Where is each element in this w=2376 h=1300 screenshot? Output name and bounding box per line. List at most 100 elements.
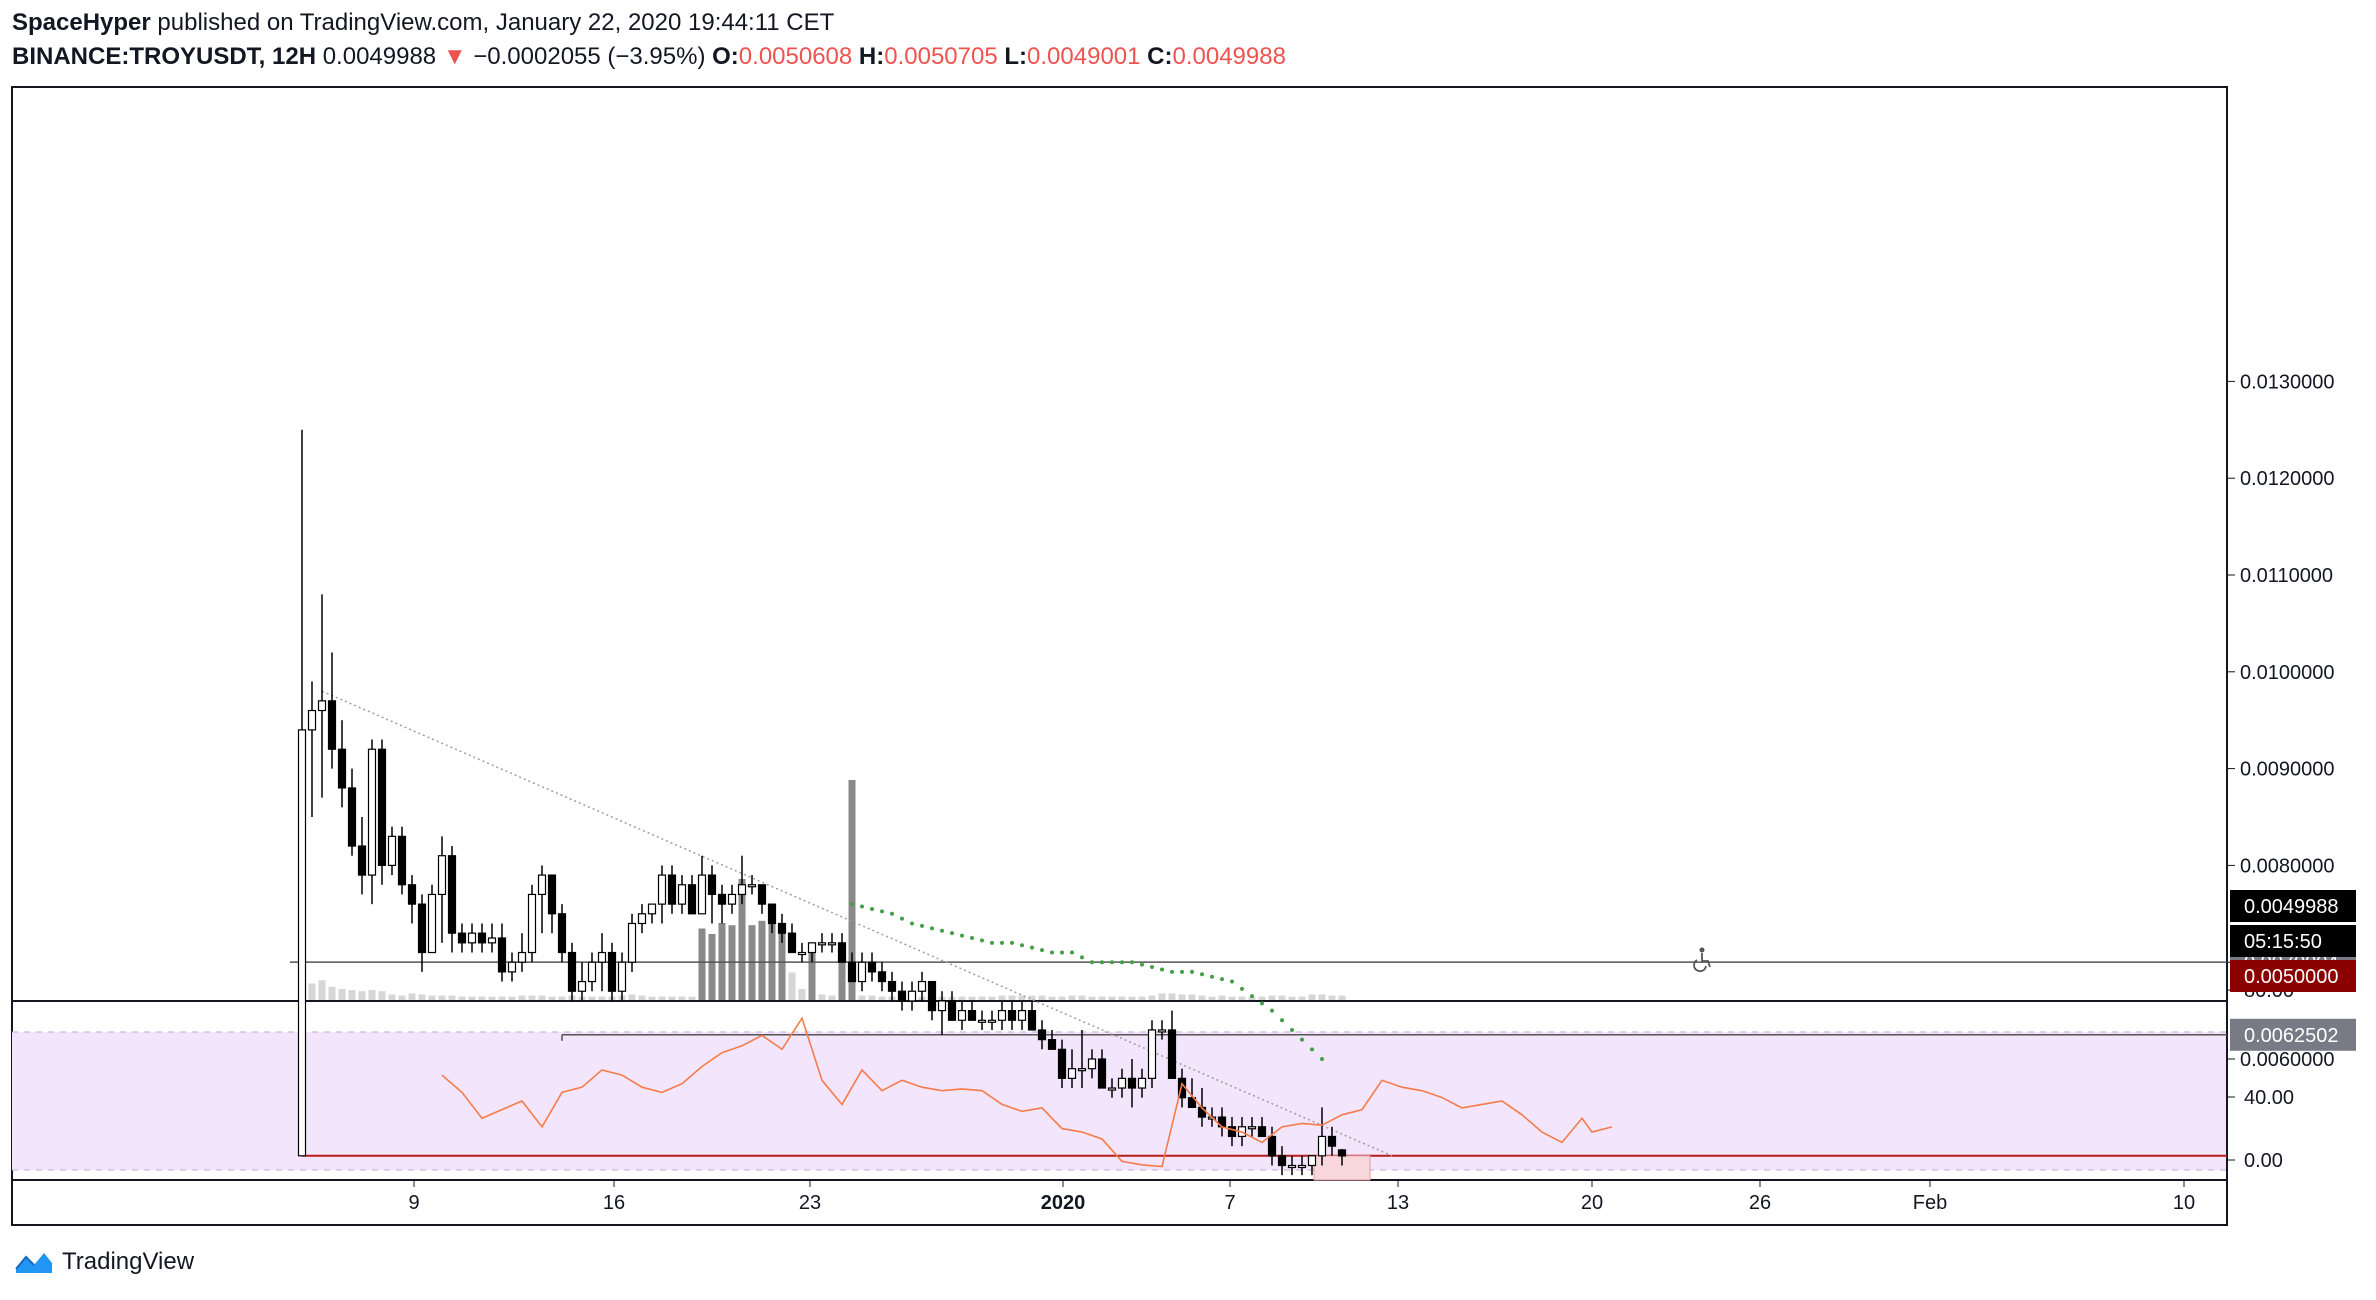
volume-bar bbox=[688, 996, 696, 1000]
ma-dot bbox=[920, 923, 924, 928]
volume-bar bbox=[998, 995, 1006, 1000]
candle-body bbox=[717, 893, 727, 905]
candle-body bbox=[1137, 1077, 1147, 1089]
candle-body bbox=[617, 961, 627, 992]
candle-body bbox=[747, 884, 757, 888]
price-chart[interactable]: 0.0130000 0.0120000 0.0110000 0.0100000 0.00… bbox=[0, 0, 2376, 1240]
countdown-label: 05:15:50 bbox=[2244, 931, 2322, 953]
volume-bar bbox=[1038, 995, 1046, 1000]
price-tick-label: 0.0100000 bbox=[2240, 662, 2335, 684]
volume-bar bbox=[1278, 995, 1286, 1000]
volume-bar bbox=[1008, 995, 1016, 1000]
volume-bar bbox=[528, 995, 536, 1000]
price-tick-label: 0.0090000 bbox=[2240, 759, 2335, 781]
candle-body bbox=[1297, 1164, 1307, 1169]
volume-bar bbox=[1308, 994, 1316, 1000]
candle-body bbox=[597, 951, 607, 963]
candle-body bbox=[1007, 1009, 1017, 1021]
candle-body bbox=[1327, 1135, 1337, 1147]
hline-2-label-bg bbox=[2230, 1018, 2356, 1051]
candle-body bbox=[1017, 1009, 1027, 1021]
candle-body bbox=[1277, 1155, 1287, 1167]
time-axis[interactable]: 9 16 23 2020 7 13 20 26 Feb 10 bbox=[408, 1180, 2195, 1214]
ma-dot bbox=[1210, 974, 1214, 979]
candle-body bbox=[297, 729, 307, 1157]
candle-body bbox=[1117, 1077, 1127, 1089]
ma-dot bbox=[970, 936, 974, 940]
volume-bar bbox=[1238, 996, 1246, 1000]
time-tick-label: 23 bbox=[799, 1192, 821, 1214]
ma-dot bbox=[870, 906, 874, 911]
candle-body bbox=[497, 937, 507, 973]
dotted-moving-average bbox=[850, 902, 1324, 1061]
tradingview-footer[interactable]: TradingView bbox=[14, 1244, 194, 1280]
ma-dot bbox=[1120, 960, 1124, 965]
rsi-line bbox=[441, 1016, 1613, 1168]
high-value: 0.0050705 bbox=[884, 43, 998, 70]
volume-bar bbox=[1118, 996, 1126, 1000]
volume-bar bbox=[1058, 996, 1066, 1000]
candle-body bbox=[737, 884, 747, 896]
candle-body bbox=[667, 874, 677, 905]
ma-dot bbox=[960, 933, 964, 938]
candle-body bbox=[927, 980, 937, 1012]
ma-dot bbox=[1150, 965, 1154, 970]
price-tick-label: 0.0110000 bbox=[2240, 565, 2333, 587]
ma-dot bbox=[1000, 940, 1004, 945]
price-axis[interactable]: 0.0130000 0.0120000 0.0110000 0.0100000 0.00… bbox=[2227, 371, 2335, 1071]
volume-bar bbox=[1288, 996, 1296, 1000]
candle-body bbox=[787, 932, 797, 954]
volume-bar bbox=[1318, 994, 1326, 1000]
volume-bar bbox=[338, 989, 346, 1000]
volume-bar bbox=[668, 996, 676, 1000]
candle-body bbox=[367, 748, 377, 876]
tradingview-logo-icon bbox=[15, 1253, 52, 1273]
candle-body bbox=[687, 884, 697, 915]
time-tick-label: 26 bbox=[1749, 1192, 1771, 1214]
candle-body bbox=[907, 990, 917, 1002]
candle-body bbox=[1187, 1097, 1197, 1108]
candle-body bbox=[607, 951, 617, 992]
accessibility-icon[interactable] bbox=[1693, 947, 1711, 973]
time-tick-label: 20 bbox=[1581, 1192, 1603, 1214]
author-name[interactable]: SpaceHyper bbox=[12, 9, 151, 36]
publish-header: SpaceHyper published on TradingView.com,… bbox=[12, 8, 834, 38]
candle-body bbox=[577, 980, 587, 992]
volume-bar bbox=[788, 972, 796, 1000]
candle-body bbox=[977, 1019, 987, 1023]
candle-body bbox=[317, 700, 327, 712]
ma-dot bbox=[1300, 1037, 1304, 1042]
ma-dot bbox=[1030, 945, 1034, 950]
ma-dot bbox=[1010, 940, 1014, 945]
volume-bar bbox=[878, 996, 886, 1000]
symbol-name[interactable]: BINANCE:TROYUSDT, 12H bbox=[12, 43, 317, 70]
volume-bar bbox=[1248, 996, 1256, 1000]
ma-dot bbox=[940, 928, 944, 933]
ma-dot bbox=[1250, 994, 1254, 999]
candle-body bbox=[707, 874, 717, 896]
candle-body bbox=[587, 961, 597, 983]
candle-body bbox=[307, 709, 317, 731]
time-tick-label: 13 bbox=[1387, 1192, 1409, 1214]
ma-dot bbox=[1060, 950, 1064, 955]
ma-dot bbox=[1080, 955, 1084, 960]
ma-dot bbox=[900, 916, 904, 921]
volume-bar bbox=[648, 996, 656, 1000]
candle-body bbox=[867, 961, 877, 973]
candle-body bbox=[457, 932, 467, 944]
volume-bar bbox=[318, 980, 326, 1000]
candle-body bbox=[1057, 1048, 1067, 1079]
volume-bar bbox=[808, 945, 816, 1000]
volume-bar bbox=[838, 952, 846, 1000]
volume-bar bbox=[398, 995, 406, 1000]
support-price-label-bg bbox=[2230, 960, 2356, 992]
ma-dot bbox=[930, 926, 934, 931]
candle-body bbox=[427, 893, 437, 954]
volume-bar bbox=[738, 879, 746, 1000]
candle-body bbox=[937, 1000, 947, 1012]
ma-dot bbox=[1140, 962, 1144, 967]
volume-bar bbox=[348, 990, 356, 1000]
candle-body bbox=[567, 951, 577, 992]
volume-bar bbox=[588, 996, 596, 1000]
